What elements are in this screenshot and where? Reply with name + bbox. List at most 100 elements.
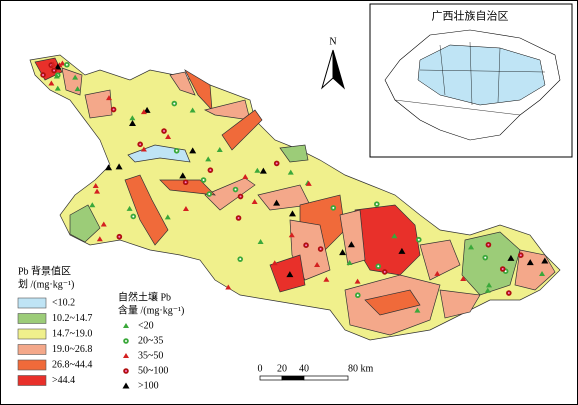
zone <box>84 89 113 119</box>
point-symbol <box>377 265 380 268</box>
point-symbol <box>163 130 166 133</box>
point-symbol <box>184 181 187 184</box>
legend-label: >100 <box>138 380 159 391</box>
point-symbol <box>129 115 136 121</box>
scale-label: 40 <box>299 363 309 374</box>
point-symbol <box>254 167 261 173</box>
point-symbol <box>237 217 240 220</box>
point-symbol <box>339 249 347 256</box>
zone <box>204 177 256 211</box>
point-symbol <box>484 256 487 259</box>
point-symbol <box>251 198 258 204</box>
point-symbol <box>165 134 172 140</box>
point-symbol <box>504 270 507 273</box>
point-symbol <box>115 163 123 170</box>
point-symbol <box>305 244 308 247</box>
zone <box>169 71 196 96</box>
point-symbol <box>259 167 267 174</box>
inset-title: 广西壮族自治区 <box>432 9 509 23</box>
point-symbol <box>140 146 147 152</box>
point-symbol <box>92 182 99 188</box>
point-symbol <box>53 69 56 72</box>
point-symbol <box>225 284 232 290</box>
legend-swatch <box>17 297 47 309</box>
point-symbol <box>501 267 504 270</box>
zone <box>364 289 421 316</box>
legend-label: <20 <box>138 320 154 331</box>
zone <box>439 289 481 319</box>
point-symbol <box>434 270 441 276</box>
point-symbol <box>519 254 522 257</box>
point-symbol <box>59 60 66 66</box>
legend-label: 19.0~26.8 <box>52 344 92 355</box>
point-symbol <box>234 188 237 191</box>
point-symbol <box>208 193 211 196</box>
point-symbol <box>275 162 278 165</box>
point-symbol <box>460 275 467 281</box>
point-symbol <box>139 143 142 146</box>
point-symbol <box>202 179 205 182</box>
point-symbol <box>346 260 353 266</box>
point-symbol <box>96 236 103 242</box>
point-symbol <box>50 61 57 67</box>
point-symbol <box>106 95 113 101</box>
point-symbol <box>205 156 212 162</box>
legend-title: 划 /(mg·kg⁻¹) <box>18 277 74 290</box>
point-symbol <box>398 247 406 254</box>
legend-label: >44.4 <box>52 375 75 386</box>
point-symbol <box>189 147 197 154</box>
point-symbol <box>273 199 281 206</box>
point-symbol <box>319 248 322 251</box>
zone <box>269 254 306 293</box>
point-symbol <box>391 233 398 239</box>
legend-swatch <box>17 359 47 371</box>
legend-label: 26.8~44.4 <box>52 359 92 370</box>
point-symbol <box>123 353 129 358</box>
scale-bar: 0 20 40 80 km <box>258 363 374 381</box>
point-symbol <box>164 214 171 220</box>
arrow-right <box>332 49 345 90</box>
zone <box>339 209 366 266</box>
point-symbol <box>118 235 121 238</box>
point-symbol <box>54 63 62 70</box>
zone <box>124 174 169 246</box>
point-symbol <box>332 206 335 209</box>
scale-label: 80 km <box>348 363 374 374</box>
point-symbol <box>468 244 475 250</box>
point-symbol <box>487 243 490 246</box>
point-symbol <box>347 241 355 248</box>
point-symbol <box>314 261 321 267</box>
point-symbol <box>125 370 127 372</box>
point-symbol <box>125 340 127 342</box>
legend-title: Pb 背景值区 <box>18 264 71 277</box>
point-symbol <box>356 294 359 297</box>
scale-seg <box>281 375 305 381</box>
legend-title: 自然土壤 Pb <box>118 290 171 303</box>
point-symbol <box>239 258 242 261</box>
point-symbol <box>541 257 549 264</box>
point-symbol <box>54 85 61 91</box>
inset-study-area <box>417 44 546 106</box>
point-symbol <box>323 276 330 282</box>
point-symbol <box>486 282 493 288</box>
main-map <box>29 54 561 341</box>
point-symbol <box>48 80 55 86</box>
scale-seg <box>303 375 349 381</box>
legend-background: Pb 背景值区 划 /(mg·kg⁻¹) <10.2 10.2~14.7 14.7~… <box>17 264 92 386</box>
point-symbol <box>417 238 420 241</box>
zone <box>69 204 101 243</box>
point-symbol <box>257 239 264 245</box>
point-symbol <box>175 149 178 152</box>
point-symbol <box>128 119 136 126</box>
point-symbol <box>74 86 81 92</box>
point-symbol <box>53 73 60 79</box>
point-symbol <box>288 210 296 217</box>
zone <box>461 231 521 296</box>
legend-swatch <box>17 313 47 324</box>
legend-swatch <box>17 344 47 355</box>
zone <box>419 239 461 281</box>
legend-swatch <box>17 328 47 340</box>
point-symbol <box>271 260 278 266</box>
point-symbol <box>189 107 196 113</box>
point-symbol <box>507 254 515 261</box>
